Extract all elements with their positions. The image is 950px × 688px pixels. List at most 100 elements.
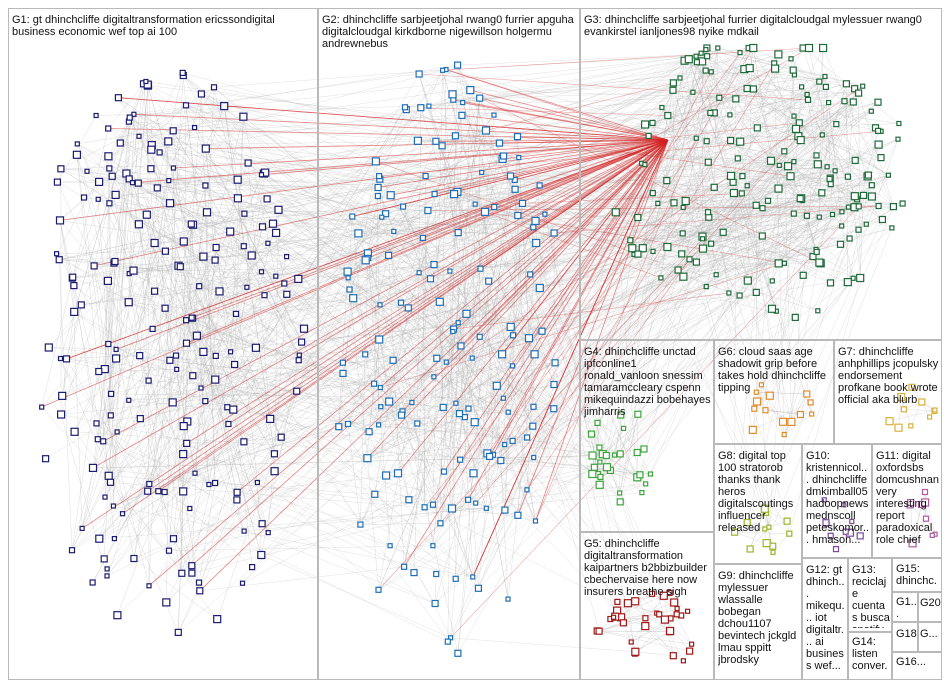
edge (110, 291, 155, 394)
edge (614, 61, 703, 456)
node-g2 (506, 322, 515, 331)
edge (377, 195, 536, 522)
edge (109, 168, 114, 507)
edge (199, 566, 405, 592)
edge (139, 355, 170, 551)
node-g11 (921, 488, 929, 496)
edge (480, 223, 867, 269)
edge (388, 193, 435, 402)
node-g3 (655, 200, 661, 206)
edge (453, 82, 674, 100)
edge (112, 176, 409, 309)
node-g2 (401, 563, 408, 570)
edge (129, 64, 458, 118)
node-g3 (895, 136, 901, 142)
edge (237, 179, 386, 214)
edge (389, 401, 598, 424)
node-g1 (134, 179, 142, 187)
edge (140, 360, 171, 419)
node-g3 (846, 235, 853, 242)
node-g5 (673, 611, 680, 618)
node-g1 (134, 220, 143, 229)
edge (261, 554, 451, 639)
edge (400, 278, 431, 303)
edge (175, 355, 453, 509)
edge (72, 245, 244, 279)
node-g3 (670, 199, 678, 207)
node-g1 (249, 563, 256, 571)
node-g1 (233, 194, 242, 203)
node-g3 (868, 182, 875, 189)
edge (667, 165, 789, 248)
node-g3 (726, 290, 732, 296)
edge (541, 155, 817, 332)
node-g2 (510, 332, 517, 339)
node-g2 (450, 328, 456, 335)
edge (457, 65, 543, 332)
edge (637, 47, 749, 255)
group-box-g4 (580, 340, 714, 532)
node-g1 (44, 343, 53, 352)
edge (417, 88, 754, 424)
edge (433, 85, 863, 378)
node-g1 (55, 256, 63, 264)
edge (114, 261, 257, 349)
edge (455, 354, 535, 579)
edge (445, 69, 796, 318)
edge (744, 69, 817, 252)
edge (148, 453, 275, 586)
edge (200, 247, 217, 389)
node-g5 (595, 627, 603, 635)
edge (489, 83, 847, 457)
edge (752, 170, 836, 430)
edge (186, 272, 420, 344)
edge (205, 148, 451, 638)
edge (824, 499, 844, 506)
node-g2 (450, 190, 459, 199)
node-g2 (429, 501, 437, 508)
edge (274, 174, 869, 472)
edge (286, 294, 543, 332)
node-g3 (842, 80, 851, 88)
edge (367, 458, 379, 590)
edge (440, 130, 487, 524)
edge (352, 98, 736, 217)
node-g5 (628, 639, 634, 645)
edge (274, 216, 353, 472)
edge (366, 227, 534, 460)
group-box-g6 (714, 340, 834, 444)
node-g1 (68, 547, 76, 554)
edge (369, 397, 504, 432)
edge (388, 255, 405, 567)
node-g3 (868, 108, 874, 114)
node-g1 (100, 555, 108, 563)
edge (61, 311, 75, 396)
node-g3 (813, 160, 822, 169)
node-g2 (502, 442, 508, 448)
edge (378, 227, 534, 590)
edge (94, 139, 669, 267)
edge (501, 128, 797, 355)
node-g2 (397, 411, 406, 419)
edge (450, 98, 737, 638)
edge (517, 47, 810, 216)
edge (783, 393, 808, 435)
edge (108, 156, 112, 416)
edge (147, 291, 220, 492)
edge (747, 185, 820, 263)
node-g1 (188, 569, 196, 577)
node-g3 (703, 53, 711, 60)
edge (272, 223, 842, 227)
node-g11 (907, 499, 915, 507)
edge (747, 184, 872, 186)
edge (666, 180, 675, 203)
edge (817, 195, 864, 311)
edge (129, 273, 456, 404)
node-g1 (294, 274, 303, 283)
edge (77, 143, 134, 271)
edge (164, 491, 190, 509)
node-g2 (344, 420, 352, 428)
edge (696, 262, 766, 509)
edge (81, 182, 133, 305)
edge (77, 143, 155, 292)
